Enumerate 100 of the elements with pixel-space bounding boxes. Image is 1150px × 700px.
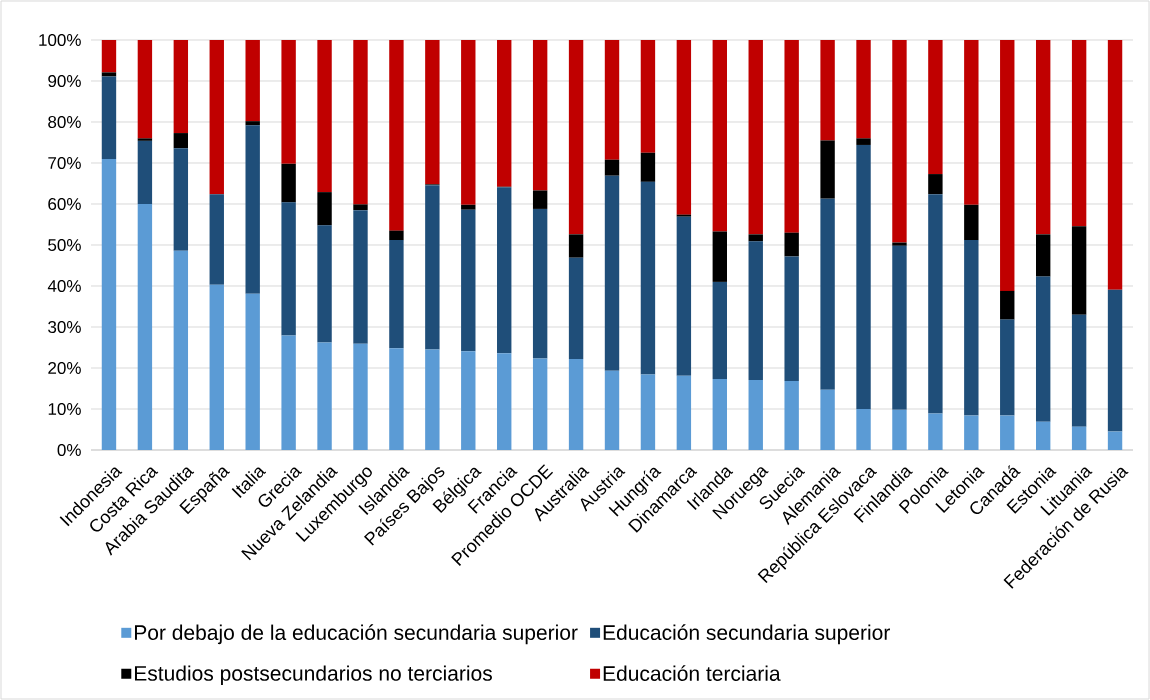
bar [712, 281, 727, 380]
bar [712, 379, 727, 450]
bar [568, 257, 584, 359]
bar [1000, 290, 1015, 320]
bar [784, 232, 799, 257]
bar [1035, 421, 1051, 450]
bar [101, 76, 117, 159]
y-tick-label: 30% [48, 320, 81, 334]
bar [1035, 40, 1051, 235]
bar [748, 234, 763, 242]
bar [964, 240, 979, 416]
bar [640, 374, 656, 450]
bar [389, 348, 404, 450]
bar [820, 198, 835, 390]
bar [604, 370, 620, 450]
bar [640, 181, 656, 375]
y-tick-label: 20% [48, 361, 81, 375]
bar [209, 194, 224, 285]
bar [676, 216, 692, 376]
y-tick-label: 70% [48, 156, 81, 170]
bar [856, 144, 871, 409]
bar [568, 40, 584, 235]
bar [964, 204, 979, 241]
bar [964, 40, 979, 205]
bar [245, 125, 260, 294]
y-tick-label: 0% [57, 443, 81, 457]
bar [604, 159, 620, 176]
bar [389, 40, 404, 231]
legend-label: Por debajo de la educación secundaria superior [134, 624, 578, 645]
bar [425, 349, 440, 450]
bar [1000, 415, 1015, 450]
bar [461, 204, 476, 210]
bar [640, 40, 656, 153]
bar [784, 381, 799, 450]
bar [820, 40, 835, 141]
bar [820, 389, 835, 450]
bar [1000, 40, 1015, 291]
bar [856, 138, 871, 145]
bar [820, 140, 835, 199]
bar [604, 175, 620, 371]
bar [497, 353, 512, 450]
bar [497, 187, 512, 354]
bar [712, 40, 727, 232]
bar [568, 358, 584, 450]
bar [173, 250, 189, 450]
y-tick-label: 10% [48, 402, 81, 416]
bar [389, 230, 404, 241]
bar [1071, 426, 1087, 450]
bar [892, 409, 907, 450]
y-tick-label: 90% [48, 74, 81, 88]
bar [568, 234, 584, 258]
bar [1035, 234, 1051, 277]
bar [101, 40, 117, 73]
bar [712, 231, 727, 282]
bar [173, 133, 189, 149]
bar [1107, 40, 1123, 290]
bar [281, 202, 296, 336]
bar [1107, 431, 1123, 450]
bar [1035, 276, 1051, 422]
bar [532, 208, 548, 359]
y-tick-label: 100% [39, 33, 81, 47]
y-tick-label: 50% [48, 238, 81, 252]
y-tick-label: 80% [48, 115, 81, 129]
bar [1000, 319, 1015, 416]
bar [676, 375, 692, 450]
bar [461, 40, 476, 205]
bar [101, 158, 117, 450]
legend-label: Estudios postsecundarios no terciarios [134, 665, 492, 685]
bar [784, 256, 799, 382]
bar [245, 121, 260, 126]
y-tick-label: 60% [48, 197, 81, 211]
bar [389, 240, 404, 349]
bar [353, 40, 368, 205]
bar [317, 342, 332, 450]
bar [1107, 289, 1123, 432]
bar [173, 148, 189, 251]
bar [281, 40, 296, 164]
bar [532, 190, 548, 209]
bar [856, 40, 871, 139]
bar [281, 335, 296, 450]
legend-label: Educación terciaria [603, 665, 781, 681]
bar [461, 351, 476, 450]
bar [856, 409, 871, 450]
bar [676, 40, 692, 215]
bar [137, 140, 153, 204]
bar [317, 225, 332, 343]
bar [425, 185, 440, 350]
bar [245, 293, 260, 450]
bar [137, 138, 153, 141]
bar [928, 40, 943, 175]
bar [892, 40, 907, 243]
bar [676, 214, 692, 217]
bar [209, 284, 224, 450]
bar [209, 40, 224, 195]
bar [317, 192, 332, 226]
bar [1071, 40, 1087, 227]
bar [281, 163, 296, 203]
bar [497, 40, 512, 187]
bar [640, 152, 656, 182]
bar [101, 72, 117, 77]
